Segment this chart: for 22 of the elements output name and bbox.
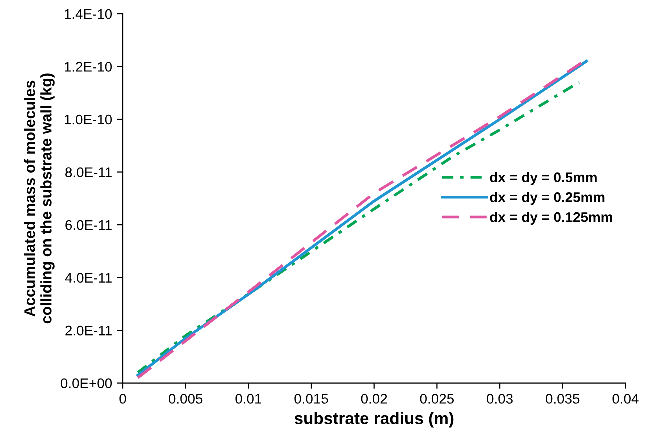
y-tick-label: 8.0E-11 xyxy=(66,168,112,178)
x-tick-label: 0.015 xyxy=(294,394,328,404)
legend-label: dx = dy = 0.125mm xyxy=(490,212,612,226)
x-tick-label: 0.025 xyxy=(420,394,454,404)
x-tick-label: 0.005 xyxy=(169,394,203,404)
y-tick-label: 2.0E-11 xyxy=(66,326,112,336)
x-tick-label: 0.035 xyxy=(546,394,580,404)
legend-label: dx = dy = 0.5mm xyxy=(490,172,597,186)
y-axis-title: Accumulated mass of molecules colliding on the substrate wall (kg) xyxy=(24,74,55,324)
y-tick-label: 1.2E-10 xyxy=(65,62,112,72)
x-tick-label: 0.03 xyxy=(487,394,513,404)
x-tick-label: 0 xyxy=(120,394,126,404)
x-tick-label: 0.04 xyxy=(612,394,639,404)
y-tick-label: 4.0E-11 xyxy=(65,273,112,283)
x-tick-label: 0.01 xyxy=(236,394,262,404)
y-tick-label: 1.4E-10 xyxy=(65,9,112,20)
legend-label: dx = dy = 0.25mm xyxy=(490,192,605,206)
y-tick-label: 0.0E+00 xyxy=(60,378,112,388)
y-tick-label: 6.0E-11 xyxy=(66,220,112,230)
y-tick-label: 1.0E-10 xyxy=(65,114,112,125)
x-tick-label: 0.02 xyxy=(361,394,388,404)
x-axis-title: substrate radius (m) xyxy=(294,412,454,428)
